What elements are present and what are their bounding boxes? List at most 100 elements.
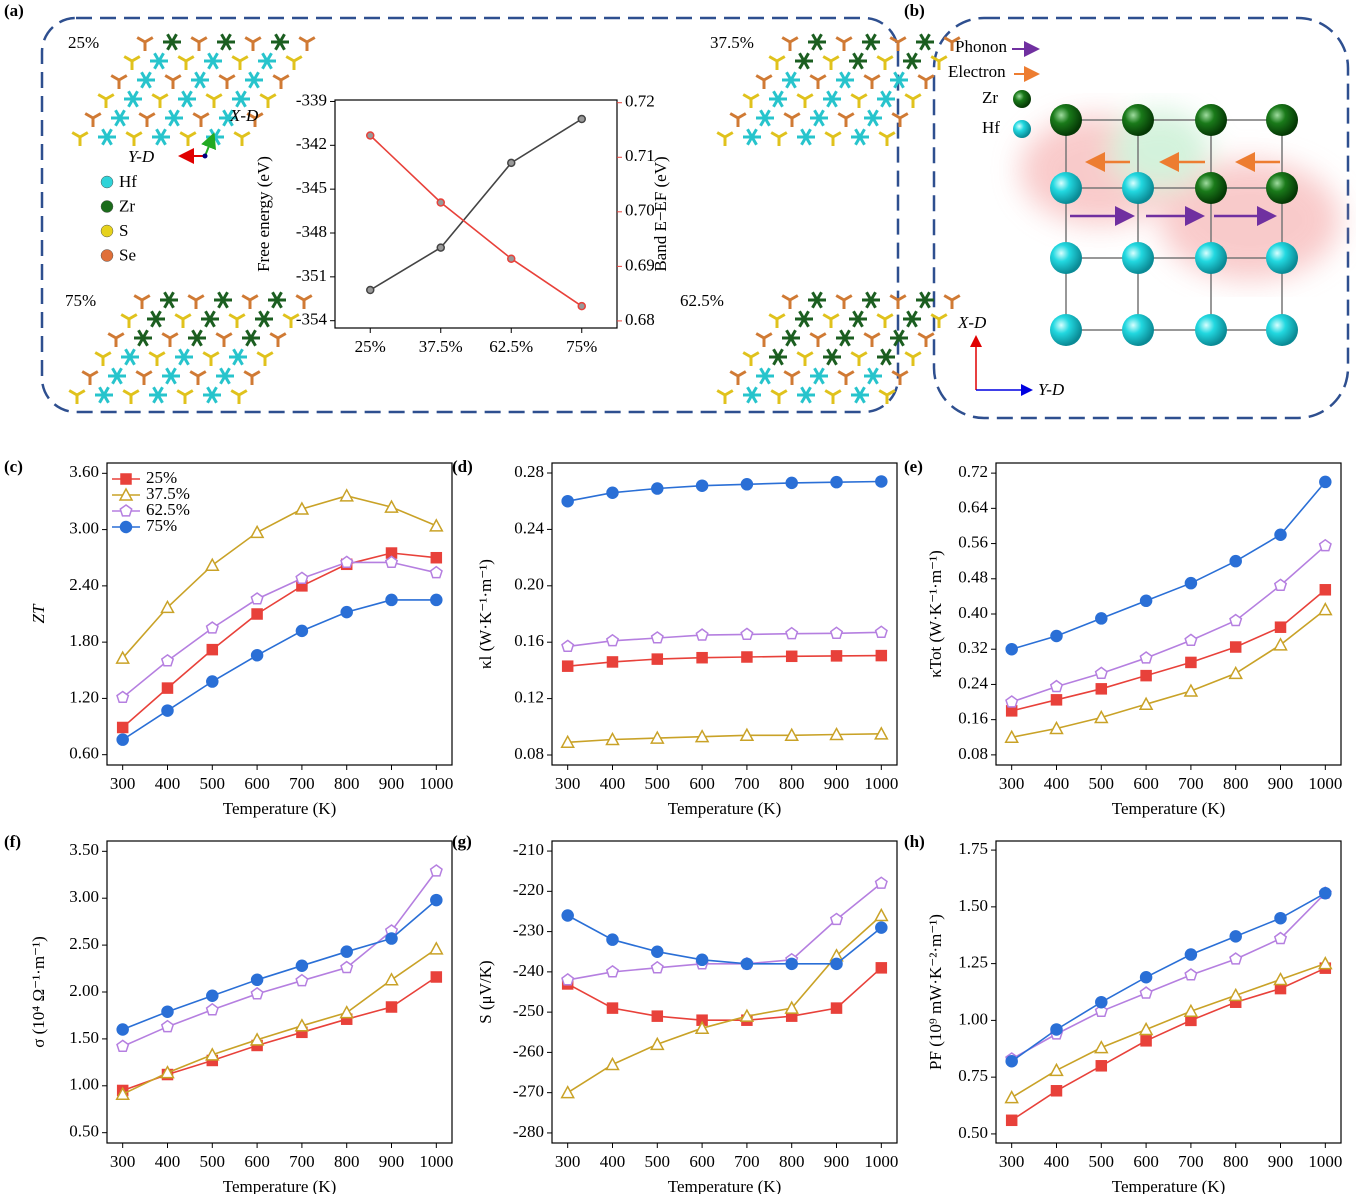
y-axis-label: κl (W·K⁻¹·m⁻¹) xyxy=(476,559,495,669)
marker xyxy=(1230,556,1241,567)
x-tick-label: 500 xyxy=(645,774,671,793)
bond xyxy=(864,334,872,339)
bond xyxy=(203,353,211,358)
marker xyxy=(296,960,307,971)
x-tick-label: 600 xyxy=(689,1152,715,1171)
marker xyxy=(1320,585,1330,595)
y-tick-label: 0.50 xyxy=(958,1123,988,1142)
x-tick-label: 300 xyxy=(999,1152,1025,1171)
atom xyxy=(1122,104,1154,136)
marker xyxy=(607,635,618,646)
marker xyxy=(296,572,307,583)
atom-swatch xyxy=(101,225,113,237)
bond xyxy=(782,296,790,301)
x-tick-label: 600 xyxy=(689,774,715,793)
marker xyxy=(431,972,441,982)
atom-label: Zr xyxy=(119,196,135,215)
marker xyxy=(876,922,887,933)
bond xyxy=(797,353,805,358)
y-tick-label: 0.60 xyxy=(69,744,99,763)
bond xyxy=(170,334,178,339)
marker xyxy=(117,1024,128,1035)
marker xyxy=(1230,989,1242,1000)
y-axis-label: ZT xyxy=(29,603,48,623)
y-axis-label: S (μV/K) xyxy=(476,960,495,1023)
marker xyxy=(251,593,262,604)
bond xyxy=(926,76,934,81)
marker xyxy=(162,1006,173,1017)
y-tick-label: 0.32 xyxy=(958,638,988,657)
marker xyxy=(162,655,173,666)
bond xyxy=(206,95,214,100)
axis-origin xyxy=(203,154,208,159)
marker xyxy=(1230,931,1241,942)
atom xyxy=(1195,104,1227,136)
bond xyxy=(890,38,898,43)
x-tick-label: 500 xyxy=(645,1152,671,1171)
bond xyxy=(304,296,312,301)
marker xyxy=(1185,685,1197,696)
series-line xyxy=(370,136,582,307)
bond xyxy=(219,76,227,81)
bond xyxy=(756,334,764,339)
y-tick-label: 0.56 xyxy=(958,532,988,551)
structure-label: 25% xyxy=(68,33,99,52)
structure-sketch xyxy=(69,292,312,404)
marker xyxy=(607,1003,617,1013)
x-tick-label: 600 xyxy=(244,1152,270,1171)
atom-swatch xyxy=(1013,90,1031,108)
bond xyxy=(116,334,124,339)
y-tick-label: 0.48 xyxy=(958,568,988,587)
bond xyxy=(173,76,181,81)
y-tick-label: 0.08 xyxy=(514,744,544,763)
marker xyxy=(1096,667,1107,678)
bond xyxy=(196,296,204,301)
marker xyxy=(1185,1005,1197,1016)
x-tick-label: 1000 xyxy=(1308,774,1342,793)
marker xyxy=(1051,1024,1062,1035)
bond xyxy=(851,353,859,358)
marker xyxy=(386,974,398,985)
bond xyxy=(121,315,129,320)
marker xyxy=(251,988,262,999)
x-tick-label: 400 xyxy=(1044,1152,1070,1171)
marker xyxy=(341,946,352,957)
bond xyxy=(918,334,926,339)
bond xyxy=(879,133,887,138)
bond xyxy=(792,372,800,377)
x-tick-label: 800 xyxy=(1223,1152,1249,1171)
marker xyxy=(431,895,442,906)
bond xyxy=(823,315,831,320)
atom xyxy=(1266,314,1298,346)
marker xyxy=(1051,695,1061,705)
marker xyxy=(341,1007,353,1018)
bond xyxy=(273,76,281,81)
x-tick-label: 800 xyxy=(1223,774,1249,793)
marker xyxy=(1231,642,1241,652)
direction-label: Y-D xyxy=(1038,380,1065,399)
marker xyxy=(252,609,262,619)
bond xyxy=(72,133,80,138)
marker xyxy=(787,651,797,661)
bond xyxy=(756,76,764,81)
bond xyxy=(831,57,839,62)
y-tick-label: 3.50 xyxy=(69,840,99,859)
bond xyxy=(825,391,833,396)
bond xyxy=(944,296,952,301)
atom xyxy=(1266,172,1298,204)
marker xyxy=(786,958,797,969)
bond xyxy=(134,296,142,301)
marker xyxy=(741,958,752,969)
x-tick-label: 400 xyxy=(1044,774,1070,793)
x-axis-label: Temperature (K) xyxy=(223,1177,337,1194)
bond xyxy=(95,353,103,358)
bond xyxy=(214,95,222,100)
x-tick-label: 700 xyxy=(734,774,760,793)
atom xyxy=(1195,314,1227,346)
bond xyxy=(229,315,237,320)
marker xyxy=(251,1034,263,1045)
y-tick-label: 1.75 xyxy=(958,839,988,858)
x-tick-label: 800 xyxy=(779,1152,805,1171)
bond xyxy=(162,334,170,339)
bond xyxy=(764,76,772,81)
